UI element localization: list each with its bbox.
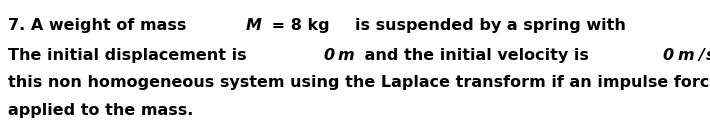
Text: 0: 0: [663, 48, 674, 63]
Text: and the initial velocity is: and the initial velocity is: [359, 48, 594, 63]
Text: M: M: [246, 18, 261, 33]
Text: The initial displacement is: The initial displacement is: [8, 48, 252, 63]
Text: 0: 0: [323, 48, 334, 63]
Text: is suspended by a spring with: is suspended by a spring with: [355, 18, 632, 33]
Text: m: m: [337, 48, 354, 63]
Text: applied to the mass.: applied to the mass.: [8, 103, 193, 118]
Text: this non homogeneous system using the Laplace transform if an impulse force: this non homogeneous system using the La…: [8, 75, 710, 90]
Text: m: m: [677, 48, 694, 63]
Text: = 8 kg: = 8 kg: [266, 18, 335, 33]
Text: s: s: [706, 48, 710, 63]
Text: 7. A weight of mass: 7. A weight of mass: [8, 18, 192, 33]
Text: /: /: [699, 48, 704, 63]
